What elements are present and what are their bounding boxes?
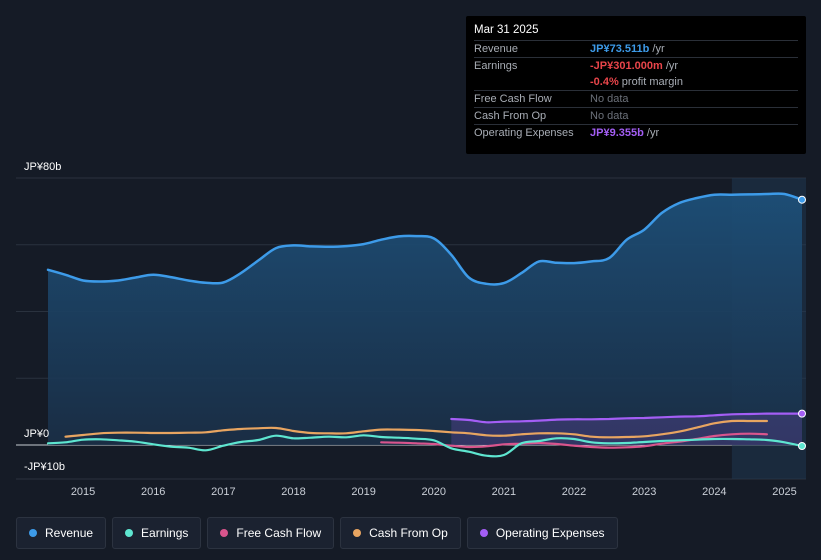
tooltip-row: Operating Expenses JP¥9.355b /yr <box>474 124 798 141</box>
legend-dot-icon <box>353 529 362 537</box>
tooltip-value-figure: -JP¥301.000m <box>590 60 663 72</box>
tooltip-value-unit: profit margin <box>618 76 683 88</box>
chart-legend: Revenue Earnings Free Cash Flow Cash From O… <box>16 517 618 549</box>
tooltip-row-label: Cash From Op <box>474 110 547 122</box>
tooltip-value-unit: /yr <box>649 43 665 55</box>
legend-label: Earnings <box>141 526 189 540</box>
legend-dot-icon <box>29 529 37 537</box>
x-tick-label: 2018 <box>281 486 305 498</box>
x-tick-label: 2022 <box>562 486 586 498</box>
y-tick-label: JP¥0 <box>24 428 49 440</box>
revenue-line <box>46 192 804 286</box>
tooltip-row-label: Free Cash Flow <box>474 93 552 105</box>
tooltip-date: Mar 31 2025 <box>474 24 539 36</box>
legend-dot-icon <box>220 529 229 537</box>
y-axis-labels: JP¥80b JP¥0 -JP¥10b <box>24 161 65 473</box>
earnings-end-marker <box>798 442 806 451</box>
tooltip-value-figure: No data <box>590 110 629 122</box>
tooltip-row-value: -0.4% profit margin <box>590 74 683 90</box>
tooltip-row: Cash From Op No data <box>474 107 798 124</box>
cash-from-op-line <box>64 419 768 439</box>
x-tick-label: 2024 <box>702 486 726 498</box>
legend-item-revenue[interactable]: Revenue <box>16 517 107 549</box>
tooltip-value-unit: /yr <box>662 60 679 72</box>
x-tick-label: 2020 <box>422 486 446 498</box>
series-layer <box>46 192 804 458</box>
tooltip-row-value: JP¥9.355b /yr <box>590 125 659 141</box>
tooltip-row-label: Earnings <box>474 60 518 72</box>
operating-expenses-end-marker <box>798 409 806 418</box>
tooltip-row-label <box>474 74 590 90</box>
legend-item-operating-expenses[interactable]: Operating Expenses <box>466 517 618 549</box>
operating-expenses-line <box>450 412 804 424</box>
x-axis-labels: 2015 2016 2017 2018 2019 2020 2021 2022 2023 2024… <box>71 486 797 498</box>
x-tick-label: 2025 <box>772 486 796 498</box>
revenue-area <box>48 193 802 445</box>
x-tick-label: 2015 <box>71 486 95 498</box>
tooltip-row: Revenue JP¥73.511b /yr <box>474 40 798 57</box>
series-end-markers <box>798 195 806 451</box>
tooltip-row-label: Operating Expenses <box>474 127 574 139</box>
legend-label: Cash From Op <box>369 526 448 540</box>
legend-item-cash-from-op[interactable]: Cash From Op <box>340 517 461 549</box>
tooltip-row-value: JP¥73.511b /yr <box>590 41 665 57</box>
tooltip-row-value: -JP¥301.000m /yr <box>590 58 678 74</box>
tooltip-row-value: No data <box>590 108 629 124</box>
tooltip-row-value: No data <box>590 91 629 107</box>
x-tick-label: 2019 <box>351 486 375 498</box>
legend-label: Free Cash Flow <box>236 526 322 540</box>
earnings-line <box>46 434 804 458</box>
x-tick-label: 2016 <box>141 486 165 498</box>
tooltip-value-figure: -0.4% <box>590 76 619 88</box>
tooltip-row: -0.4% profit margin <box>474 74 798 90</box>
x-tick-label: 2021 <box>492 486 516 498</box>
legend-label: Revenue <box>45 526 94 540</box>
tooltip-row: Free Cash Flow No data <box>474 90 798 107</box>
legend-item-earnings[interactable]: Earnings <box>112 517 202 549</box>
data-tooltip: Mar 31 2025 Revenue JP¥73.511b /yr Earning… <box>466 16 806 154</box>
tooltip-value-figure: JP¥9.355b <box>590 127 644 139</box>
y-tick-label: JP¥80b <box>24 161 61 173</box>
tooltip-row-label: Revenue <box>474 43 519 55</box>
x-tick-label: 2023 <box>632 486 656 498</box>
tooltip-rows: Revenue JP¥73.511b /yr Earnings -JP¥301.000… <box>474 40 798 141</box>
legend-dot-icon <box>479 529 488 537</box>
tooltip-value-figure: JP¥73.511b <box>590 43 650 55</box>
y-tick-label: -JP¥10b <box>24 461 65 473</box>
tooltip-value-figure: No data <box>590 93 629 105</box>
legend-dot-icon <box>125 529 134 537</box>
revenue-end-marker <box>798 195 806 204</box>
x-tick-label: 2017 <box>211 486 235 498</box>
tooltip-row: Earnings -JP¥301.000m /yr <box>474 57 798 74</box>
legend-label: Operating Expenses <box>495 526 605 540</box>
tooltip-value-unit: /yr <box>643 127 660 139</box>
legend-item-free-cash-flow[interactable]: Free Cash Flow <box>207 517 335 549</box>
